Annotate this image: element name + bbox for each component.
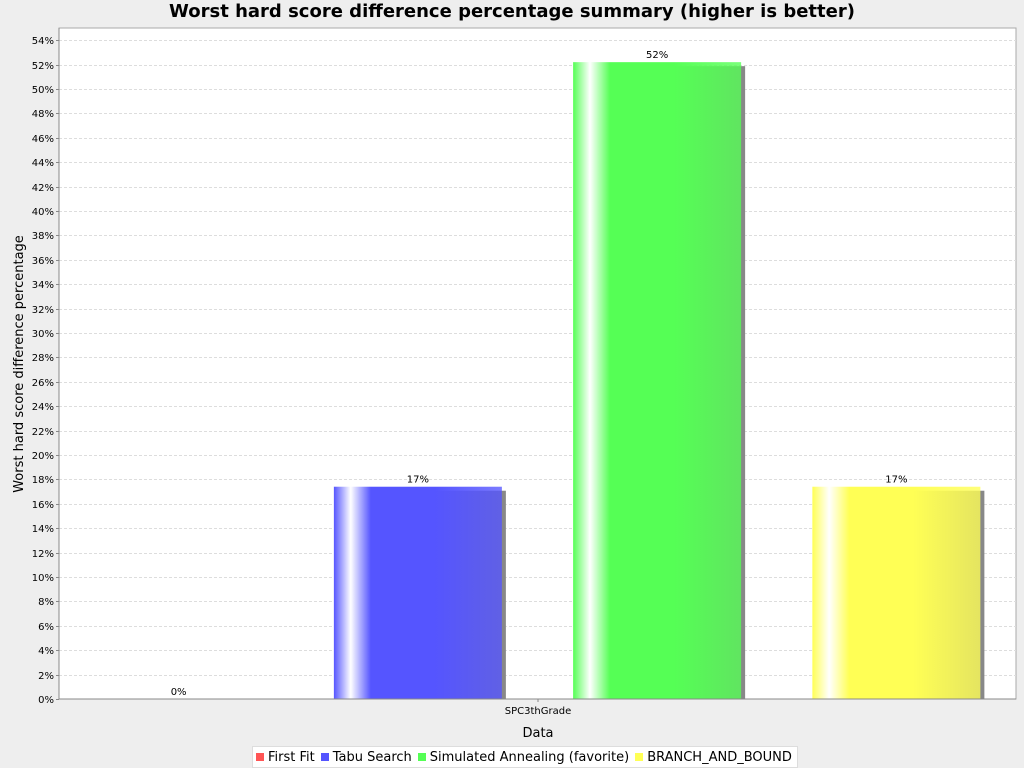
bar-branch-and-bound xyxy=(812,486,981,699)
y-tick-label: 42% xyxy=(32,183,54,194)
data-label-branch-and-bound: 17% xyxy=(885,475,907,486)
chart-title: Worst hard score difference percentage s… xyxy=(169,1,855,22)
data-label-simulated-annealing-favorite: 52% xyxy=(646,50,668,61)
legend-item-simulated-annealing: Simulated Annealing (favorite) xyxy=(417,749,630,765)
data-label-tabu-search: 17% xyxy=(407,475,429,486)
y-tick-label: 48% xyxy=(32,109,54,120)
y-tick-label: 40% xyxy=(32,207,54,218)
y-tick-label: 18% xyxy=(32,475,54,486)
y-tick-label: 50% xyxy=(32,85,54,96)
y-tick-label: 22% xyxy=(32,427,54,438)
y-tick-label: 28% xyxy=(32,353,54,364)
y-tick-label: 16% xyxy=(32,500,54,511)
bars xyxy=(333,62,985,700)
y-axis-ticks: 0% 2% 4% 6% 8% 10% 12% 14% 16% 18% 20% 22% 24% 26% 28%… xyxy=(32,36,539,706)
x-axis-title: Data xyxy=(522,726,553,741)
y-tick-label: 8% xyxy=(38,597,54,608)
data-label-first-fit: 0% xyxy=(171,687,187,698)
y-tick-label: 4% xyxy=(38,646,54,657)
legend-item-first-fit: First Fit xyxy=(256,750,315,765)
y-tick-label: 46% xyxy=(32,134,54,145)
legend-swatch-tabu-search xyxy=(320,753,329,761)
legend: First Fit Tabu Search Simulated Annealin… xyxy=(252,746,798,768)
legend-swatch-simulated-annealing xyxy=(417,753,426,761)
bar-simulated-annealing-favorite xyxy=(573,62,742,700)
y-tick-label: 44% xyxy=(32,158,54,169)
y-tick-label: 2% xyxy=(38,671,54,682)
y-tick-label: 52% xyxy=(32,61,54,72)
y-tick-label: 6% xyxy=(38,622,54,633)
y-tick-label: 10% xyxy=(32,573,54,584)
y-tick-label: 24% xyxy=(32,402,54,413)
y-tick-label: 20% xyxy=(32,451,54,462)
bar-tabu-search xyxy=(333,486,502,699)
y-tick-label: 12% xyxy=(32,549,54,560)
legend-label-tabu-search: Tabu Search xyxy=(332,749,412,765)
y-tick-label: 14% xyxy=(32,524,54,535)
y-axis-title: Worst hard score difference percentage xyxy=(12,235,27,493)
legend-label-simulated-annealing: Simulated Annealing (favorite) xyxy=(429,749,630,765)
legend-item-tabu-search: Tabu Search xyxy=(320,749,412,765)
x-tick-label: SPC3thGrade xyxy=(505,706,571,717)
legend-item-branch-and-bound: BRANCH_AND_BOUND xyxy=(635,750,792,765)
y-tick-label: 34% xyxy=(32,280,54,291)
y-tick-label: 26% xyxy=(32,378,54,389)
legend-swatch-branch-and-bound xyxy=(635,753,644,761)
y-tick-label: 32% xyxy=(32,305,54,316)
legend-label-first-fit: First Fit xyxy=(268,749,315,765)
y-tick-label: 30% xyxy=(32,329,54,340)
data-labels: 0% 17% 52% 17% xyxy=(171,50,908,698)
legend-label-branch-and-bound: BRANCH_AND_BOUND xyxy=(647,749,792,765)
legend-swatch-first-fit xyxy=(256,753,264,761)
y-tick-label: 0% xyxy=(38,695,54,706)
y-tick-label: 36% xyxy=(32,256,54,267)
y-tick-label: 54% xyxy=(32,36,54,47)
y-tick-label: 38% xyxy=(32,231,54,242)
